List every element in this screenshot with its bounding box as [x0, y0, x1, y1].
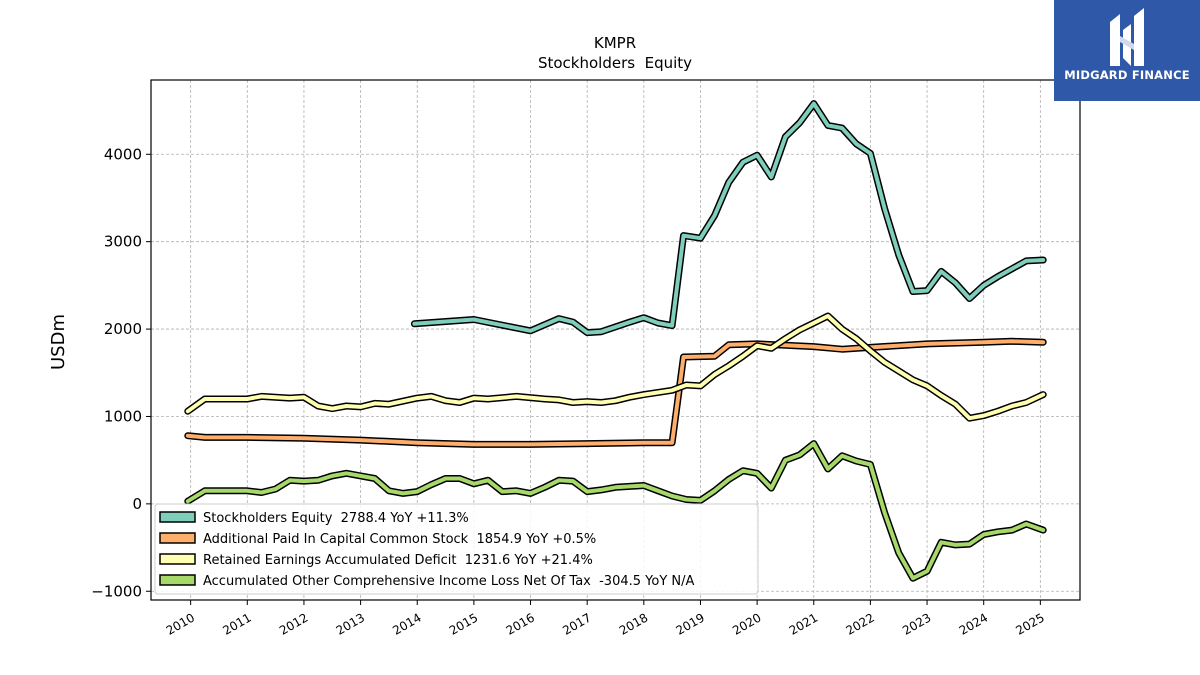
legend-swatch	[159, 574, 196, 586]
y-tick-label: 1000	[104, 407, 142, 425]
legend-label: Retained Earnings Accumulated Deficit 12…	[203, 553, 593, 568]
x-tick-label: 2015	[447, 610, 480, 637]
x-tick-label: 2013	[334, 610, 367, 637]
legend-box	[154, 503, 759, 595]
x-tick-label: 2014	[390, 610, 423, 637]
legend-label: Accumulated Other Comprehensive Income L…	[203, 574, 694, 589]
series-line-outline	[184, 337, 1047, 448]
y-tick-label: 2000	[104, 320, 142, 338]
y-tick-label: −1000	[91, 582, 142, 600]
x-tick-label: 2024	[957, 610, 990, 637]
chart-title: KMPR	[594, 34, 636, 52]
legend: Stockholders Equity 2788.4 YoY +11.3% Add…	[154, 503, 759, 595]
series-line	[185, 339, 1046, 447]
x-tick-label: 2010	[164, 610, 197, 637]
brand-name: MIDGARD FINANCE	[1064, 68, 1190, 82]
x-tick-label: 2020	[730, 610, 763, 637]
x-tick-label: 2022	[843, 610, 876, 637]
series-line-outline	[410, 100, 1047, 337]
x-tick-label: 2021	[787, 610, 820, 637]
brand-logo: MIDGARD FINANCE	[1054, 0, 1200, 101]
legend-swatch	[159, 553, 196, 565]
y-tick-label: 0	[132, 495, 142, 513]
plot-frame	[150, 79, 1081, 601]
legend-swatch	[159, 511, 196, 523]
series-line	[412, 101, 1046, 335]
x-tick-label: 2011	[220, 610, 253, 637]
legend-swatch	[159, 532, 196, 544]
x-tick-label: 2025	[1013, 610, 1046, 637]
x-tick-label: 2017	[560, 610, 593, 637]
y-axis-label: USDm	[48, 314, 69, 370]
midgard-logo-icon	[1110, 8, 1144, 66]
x-axis: 2010 2011 2012 2013 2014 2015 2016 2017 2018 2019…	[164, 600, 1047, 638]
x-tick-label: 2019	[674, 610, 707, 637]
series-lines	[184, 100, 1047, 582]
x-tick-label: 2016	[504, 610, 537, 637]
y-tick-label: 3000	[104, 233, 142, 251]
legend-label: Additional Paid In Capital Common Stock …	[203, 532, 596, 547]
chart-subtitle: Stockholders Equity	[538, 54, 692, 72]
series-line	[185, 314, 1046, 421]
x-tick-label: 2012	[277, 610, 310, 637]
y-tick-label: 4000	[104, 145, 142, 163]
x-tick-label: 2023	[900, 610, 933, 637]
legend-label: Stockholders Equity 2788.4 YoY +11.3%	[203, 511, 469, 526]
x-tick-label: 2018	[617, 610, 650, 637]
y-axis: −1000 0 1000 2000 3000 4000	[91, 145, 151, 600]
series-line	[185, 441, 1046, 581]
